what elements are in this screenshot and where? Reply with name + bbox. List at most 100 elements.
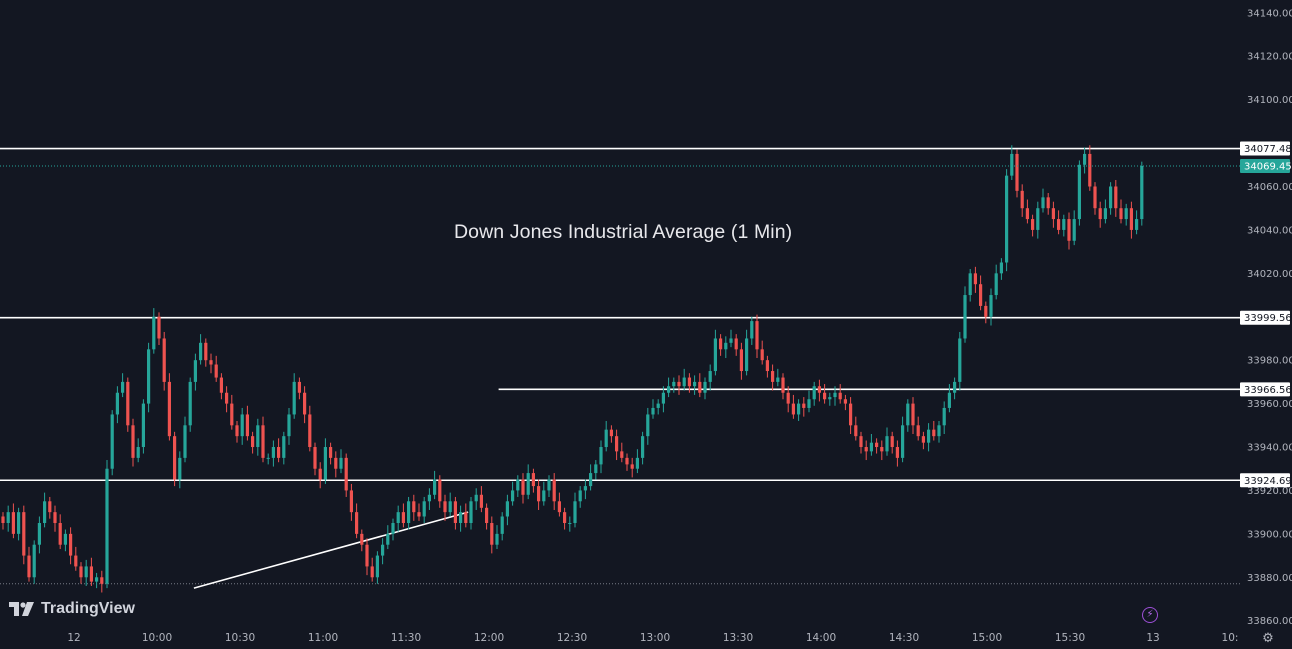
candle-body <box>542 490 546 502</box>
candle-body <box>84 566 88 578</box>
x-tick-label: 14:30 <box>889 632 919 644</box>
candle-body <box>937 425 941 437</box>
candle-body <box>864 447 868 452</box>
candle-body <box>209 360 213 365</box>
y-tick-label: 33880.00 <box>1247 573 1292 584</box>
candle-body <box>303 392 307 415</box>
candle-body <box>157 316 161 339</box>
candle-body <box>526 473 530 495</box>
candle-body <box>833 392 837 398</box>
candle-body <box>708 371 712 382</box>
candle-body <box>349 490 353 513</box>
candle-body <box>204 342 208 361</box>
candle-body <box>625 457 629 465</box>
candle-body <box>121 381 125 393</box>
candle-body <box>256 425 260 448</box>
candle-body <box>552 479 556 502</box>
x-tick-label: 11:00 <box>308 632 338 644</box>
candle-body <box>843 399 847 404</box>
tradingview-logo[interactable]: TradingView <box>9 599 135 619</box>
candle-body <box>453 501 457 524</box>
lightning-icon[interactable]: ⚡ <box>1142 607 1158 623</box>
candle-body <box>422 501 426 517</box>
candle-body <box>968 273 972 296</box>
candle-body <box>906 403 910 426</box>
candle-body <box>573 501 577 524</box>
candle-body <box>755 321 759 350</box>
price-level-lines <box>0 147 1240 482</box>
candle-body <box>355 512 359 534</box>
y-tick-label: 34040.00 <box>1247 225 1292 236</box>
price-tag <box>1240 382 1290 397</box>
candle-body <box>516 479 520 491</box>
candle-body <box>282 436 286 458</box>
candle-body <box>386 533 390 545</box>
candle-body <box>698 381 702 393</box>
candle-body <box>739 349 743 372</box>
candle-body <box>869 442 873 452</box>
candle-body <box>1020 190 1024 209</box>
candle-body <box>396 512 400 524</box>
candle-body <box>875 442 879 448</box>
candle-body <box>620 451 624 458</box>
candle-body <box>817 386 821 393</box>
candle-body <box>1036 208 1040 230</box>
candle-body <box>1083 153 1087 165</box>
candle-body <box>370 566 374 578</box>
candle-body <box>781 377 785 393</box>
candle-body <box>953 381 957 393</box>
y-tick-label: 33900.00 <box>1247 529 1292 540</box>
candle-body <box>490 523 494 545</box>
candle-body <box>360 533 364 545</box>
candle-body <box>74 555 78 567</box>
candle-body <box>942 407 946 426</box>
candle-body <box>703 381 707 393</box>
candle-body <box>578 490 582 502</box>
candle-body <box>797 403 801 415</box>
candle-body <box>635 457 639 469</box>
candle-body <box>173 436 177 480</box>
current-price-label: 34069.45 <box>1244 161 1292 172</box>
candle-body <box>641 436 645 458</box>
candle-body <box>11 512 15 534</box>
gear-icon[interactable]: ⚙ <box>1262 630 1274 645</box>
candle-body <box>963 295 967 339</box>
candle-body <box>547 479 551 491</box>
candle-body <box>589 473 593 487</box>
candle-body <box>391 523 395 534</box>
candle-body <box>329 447 333 458</box>
candle-body <box>911 403 915 426</box>
candle-body <box>193 360 197 382</box>
trendline <box>193 511 469 589</box>
candle-body <box>713 338 717 372</box>
candle-body <box>417 512 421 517</box>
candle-body <box>916 425 920 437</box>
candle-body <box>323 447 327 480</box>
candle-body <box>240 414 244 437</box>
candle-body <box>235 425 239 437</box>
x-tick-label: 15:00 <box>972 632 1002 644</box>
candle-body <box>100 577 104 584</box>
candle-body <box>251 436 255 448</box>
candle-body <box>105 468 109 584</box>
x-tick-label: 10: <box>1222 632 1239 644</box>
candle-body <box>1041 197 1045 209</box>
candle-body <box>407 501 411 524</box>
candle-body <box>531 473 535 487</box>
candle-body <box>1129 208 1133 230</box>
candle-body <box>22 512 26 556</box>
candle-body <box>630 464 634 469</box>
candle-body <box>838 392 842 400</box>
candle-body <box>308 414 312 448</box>
y-tick-label: 34020.00 <box>1247 269 1292 280</box>
candle-body <box>973 273 977 285</box>
y-tick-label: 34120.00 <box>1247 52 1292 63</box>
candle-body <box>901 425 905 458</box>
candle-body <box>885 436 889 452</box>
candle-body <box>32 544 36 578</box>
candle-body <box>1077 164 1081 220</box>
price-tag-label: 33999.56 <box>1244 313 1292 324</box>
candle-body <box>849 403 853 426</box>
candle-body <box>48 501 52 513</box>
